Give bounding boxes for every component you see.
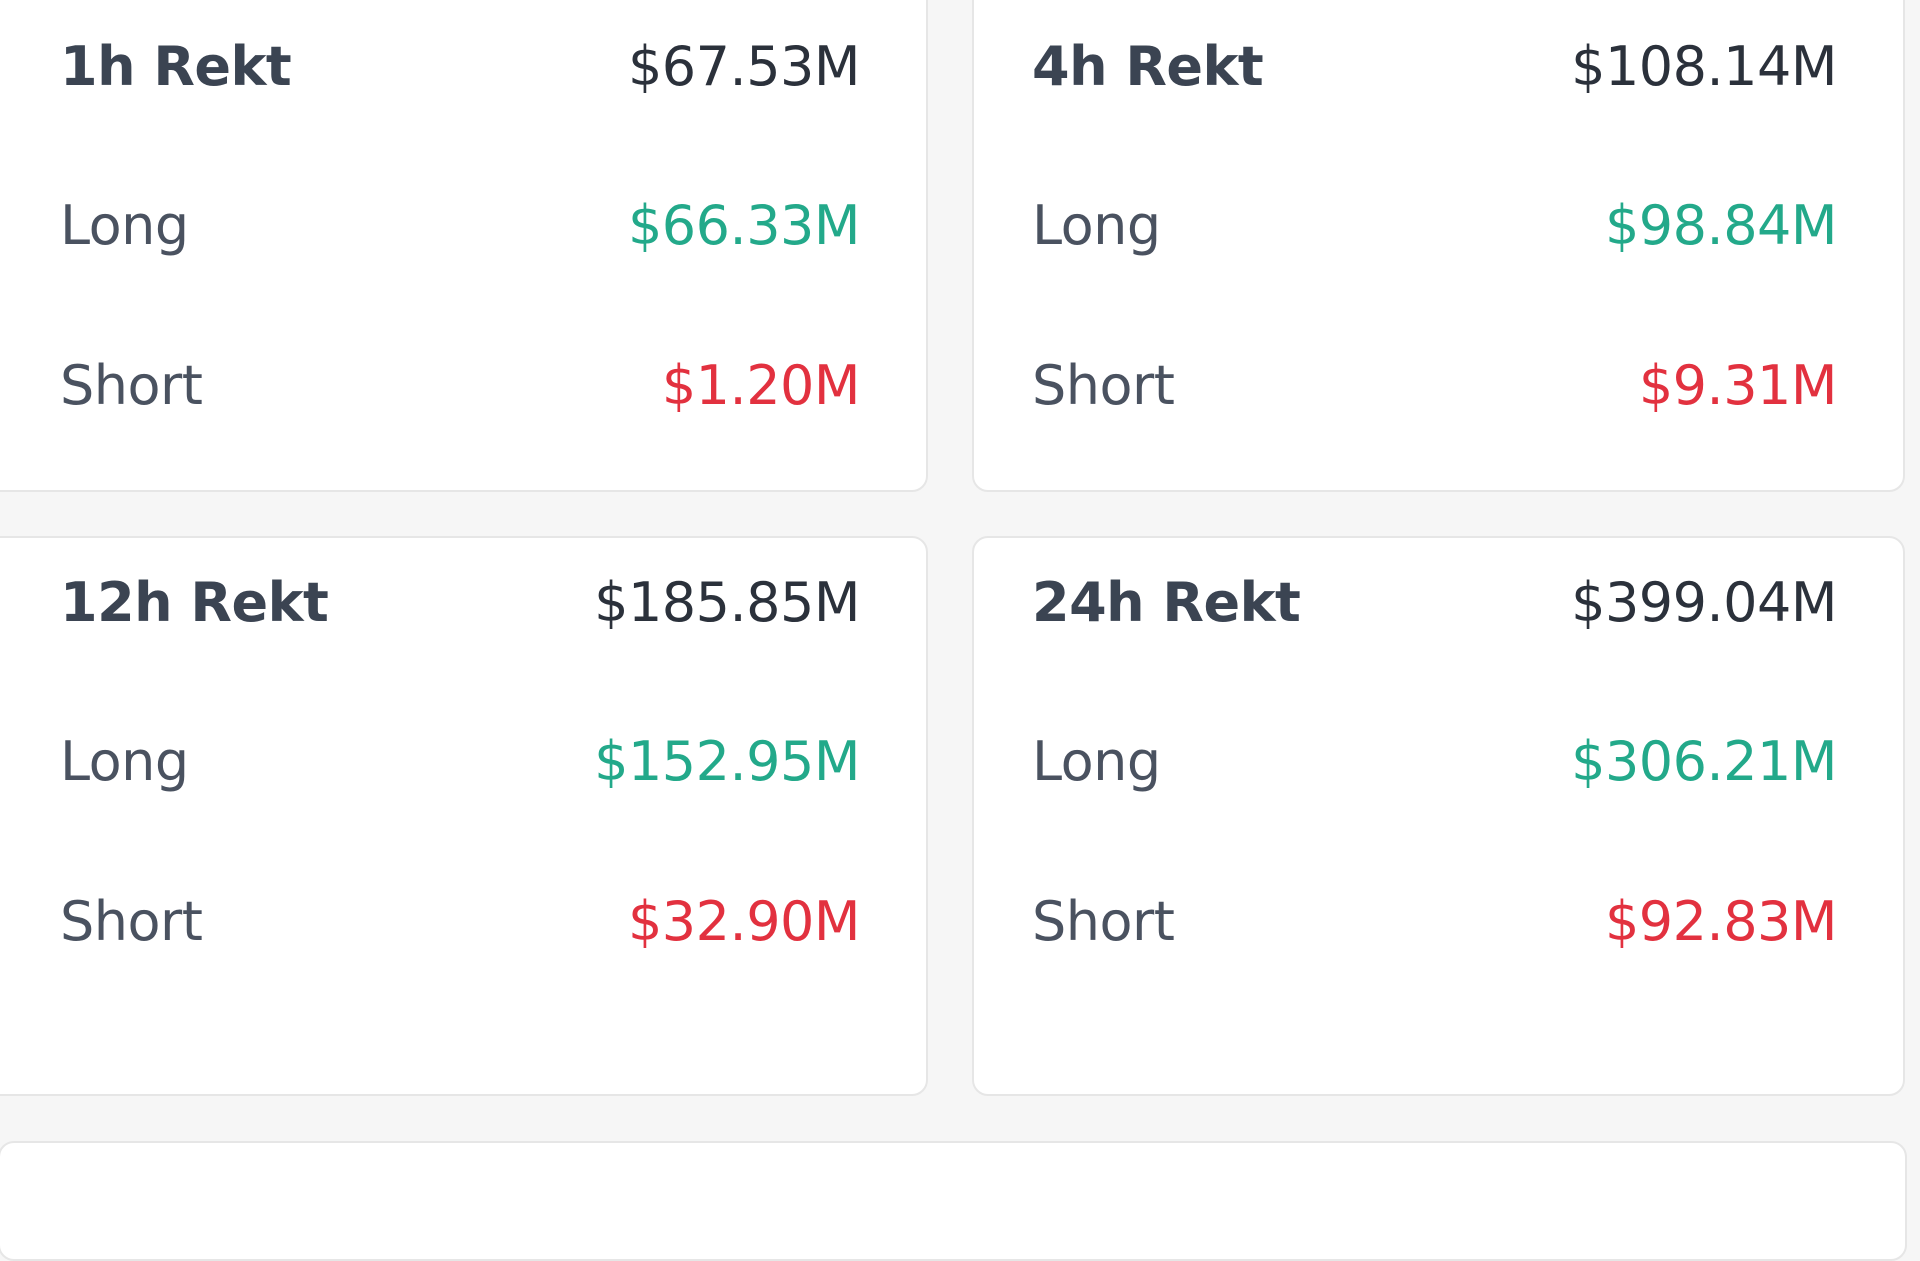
short-row: Short $92.83M <box>1032 886 1838 956</box>
short-value: $32.90M <box>627 889 861 953</box>
long-value: $66.33M <box>627 193 861 257</box>
long-value: $152.95M <box>594 729 860 793</box>
period-title: 1h Rekt <box>60 34 292 98</box>
long-label: Long <box>1032 193 1161 257</box>
short-label: Short <box>1032 889 1175 953</box>
long-row: Long $98.84M <box>1032 190 1838 260</box>
total-value: $108.14M <box>1571 34 1837 98</box>
long-row: Long $66.33M <box>60 190 861 260</box>
long-row: Long $152.95M <box>60 726 860 796</box>
long-label: Long <box>1032 729 1161 793</box>
period-title: 4h Rekt <box>1032 34 1264 98</box>
total-row: 24h Rekt $399.04M <box>1032 567 1837 637</box>
long-label: Long <box>60 193 189 257</box>
period-title: 24h Rekt <box>1032 570 1301 634</box>
long-value: $306.21M <box>1571 729 1837 793</box>
total-value: $67.53M <box>627 34 861 98</box>
long-value: $98.84M <box>1604 193 1838 257</box>
short-row: Short $32.90M <box>60 886 861 956</box>
long-label: Long <box>60 729 189 793</box>
total-value: $399.04M <box>1571 570 1837 634</box>
total-row: 4h Rekt $108.14M <box>1032 31 1837 101</box>
total-row: 1h Rekt $67.53M <box>60 31 861 101</box>
short-label: Short <box>60 889 203 953</box>
short-value: $92.83M <box>1604 889 1838 953</box>
rekt-card: 24h Rekt $399.04M Long $306.21M Short $9… <box>972 536 1905 1096</box>
short-value: $1.20M <box>661 353 861 417</box>
next-card-partial <box>0 1141 1907 1261</box>
rekt-card: 4h Rekt $108.14M Long $98.84M Short $9.3… <box>972 0 1905 492</box>
short-row: Short $9.31M <box>1032 350 1838 420</box>
rekt-card: 12h Rekt $185.85M Long $152.95M Short $3… <box>0 536 928 1096</box>
long-row: Long $306.21M <box>1032 726 1837 796</box>
short-label: Short <box>60 353 203 417</box>
short-label: Short <box>1032 353 1175 417</box>
total-row: 12h Rekt $185.85M <box>60 567 860 637</box>
short-row: Short $1.20M <box>60 350 861 420</box>
period-title: 12h Rekt <box>60 570 329 634</box>
total-value: $185.85M <box>594 570 860 634</box>
short-value: $9.31M <box>1638 353 1838 417</box>
rekt-card: 1h Rekt $67.53M Long $66.33M Short $1.20… <box>0 0 928 492</box>
